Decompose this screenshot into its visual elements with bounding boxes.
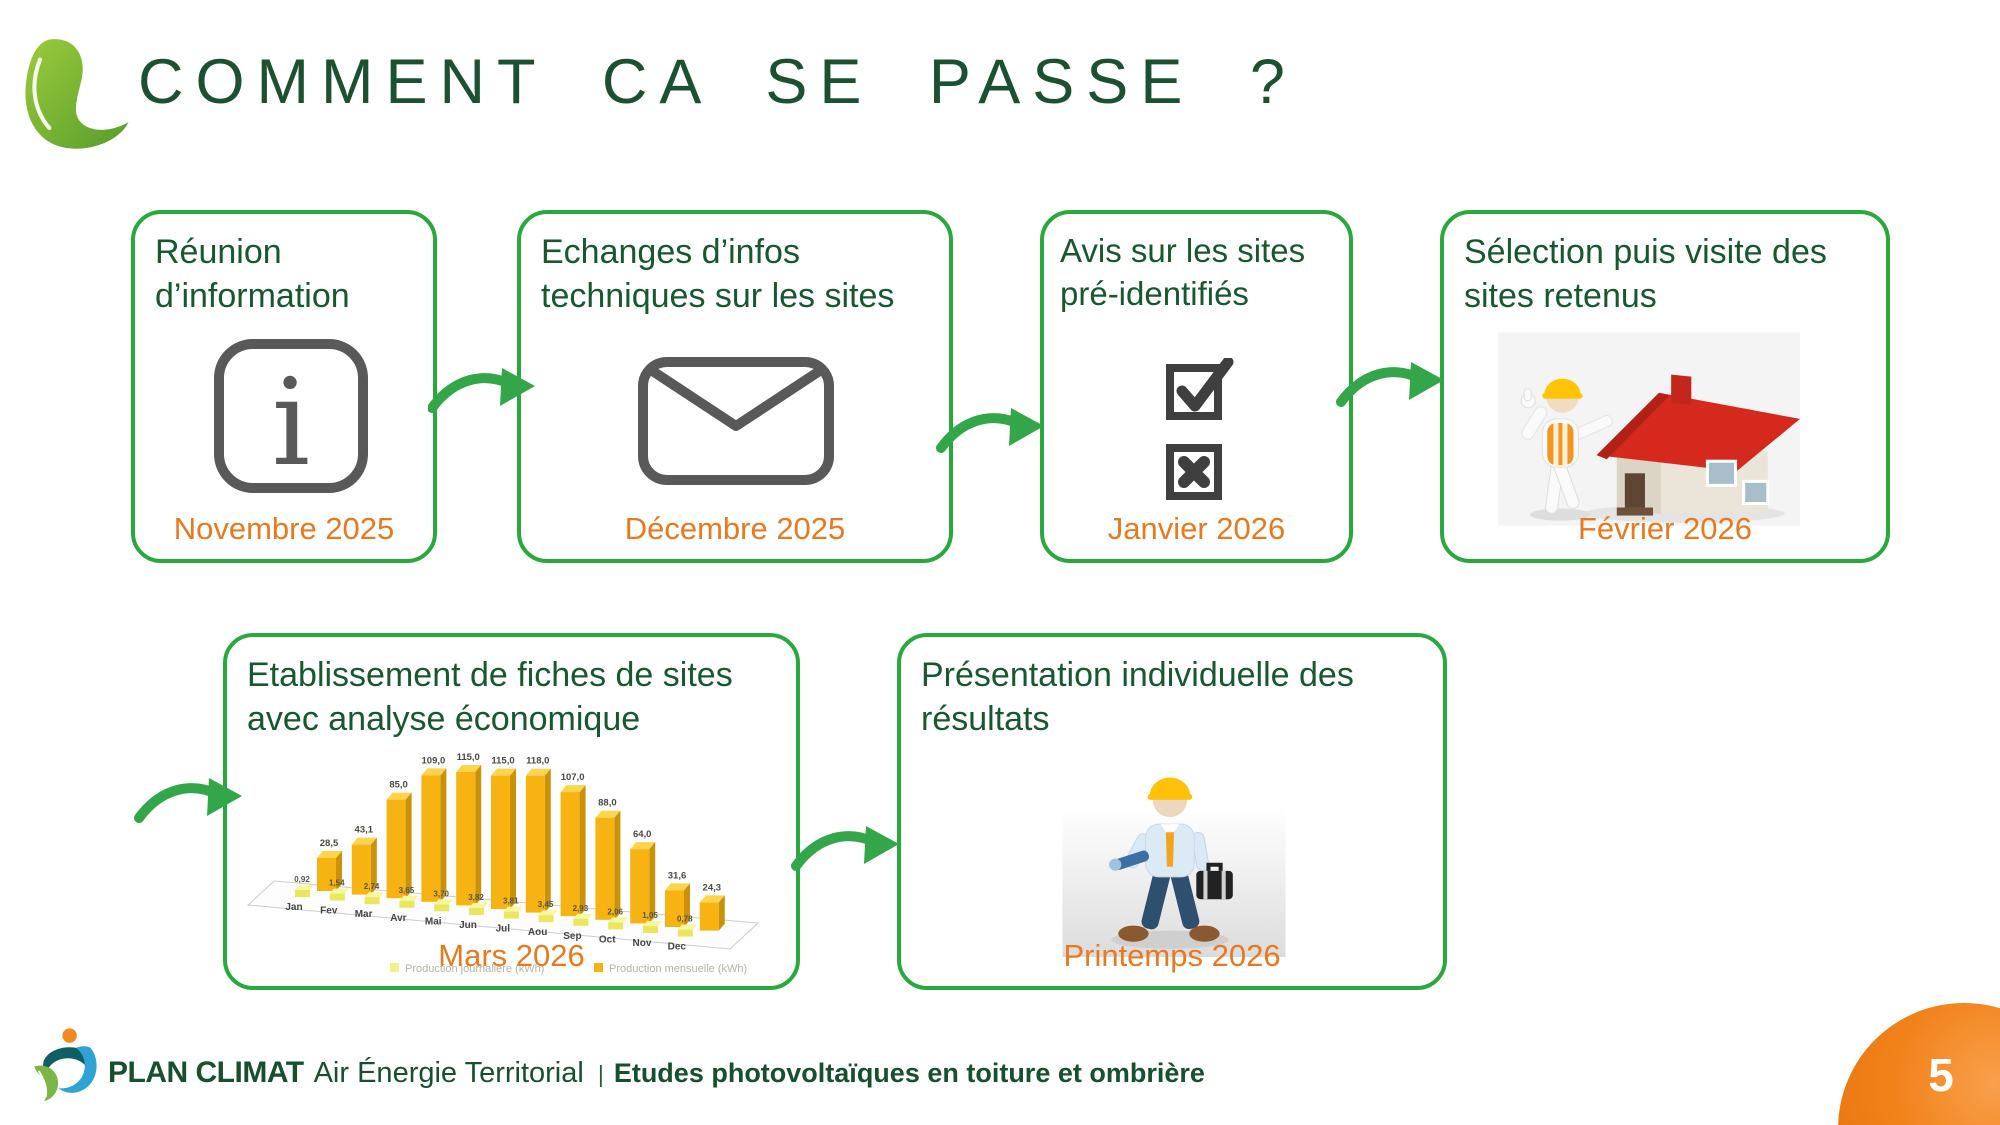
footer-bar: PLAN CLIMAT Air Énergie Territorial | Et… [108, 1056, 1205, 1100]
svg-text:115,0: 115,0 [491, 756, 514, 767]
flow-arrow-icon [428, 368, 535, 413]
svg-text:Jun: Jun [459, 920, 477, 931]
step-box-reunion: Réunion d’information i Novembre 2025 [131, 210, 437, 563]
checkbox-rejected-icon [1166, 444, 1222, 500]
step-title: Présentation individuelle des résultats [921, 656, 1354, 739]
step-box-echanges: Echanges d’infos techniques sur les site… [517, 210, 953, 563]
site-visit-illustration [1498, 332, 1800, 526]
svg-text:Fev: Fev [320, 906, 338, 917]
svg-text:Jul: Jul [496, 924, 511, 935]
svg-text:i: i [272, 354, 310, 493]
svg-text:Sep: Sep [563, 931, 581, 942]
presenter-illustration [1062, 777, 1286, 957]
leaf-logo [25, 39, 129, 149]
plan-climat-logo [34, 1028, 97, 1102]
svg-text:1,54: 1,54 [329, 879, 345, 888]
svg-text:3,70: 3,70 [433, 889, 449, 898]
svg-text:3,65: 3,65 [399, 886, 415, 895]
envelope-icon [638, 357, 834, 485]
svg-text:3,82: 3,82 [468, 893, 484, 902]
step-date: Novembre 2025 [173, 511, 395, 546]
flow-arrow-icon [791, 826, 899, 871]
svg-text:3,81: 3,81 [503, 897, 519, 906]
svg-text:2,93: 2,93 [573, 904, 589, 913]
svg-text:43,1: 43,1 [355, 825, 374, 836]
footer-brand-sub: Air Énergie Territorial [313, 1057, 584, 1089]
flow-arrow-icon [134, 778, 242, 823]
svg-text:0,92: 0,92 [294, 875, 310, 884]
step-box-avis: Avis sur les sites pré-identifiés Janvie… [1040, 210, 1353, 563]
step-date: Printemps 2026 [1063, 938, 1281, 973]
step-date: Mars 2026 [438, 938, 585, 973]
step-title: Sélection puis visite des sites retenus [1464, 233, 1827, 316]
svg-text:107,0: 107,0 [561, 772, 585, 783]
step-title: Echanges d’infos techniques sur les site… [541, 233, 895, 316]
svg-text:Mai: Mai [425, 916, 442, 927]
footer-brand: PLAN CLIMAT [108, 1056, 304, 1089]
svg-text:31,6: 31,6 [668, 870, 687, 881]
svg-text:Production journalière (kWh): Production journalière (kWh) [405, 963, 544, 975]
svg-text:109,0: 109,0 [422, 755, 446, 766]
svg-text:88,0: 88,0 [598, 798, 617, 809]
step-box-selection: Sélection puis visite des sites retenus [1440, 210, 1890, 563]
svg-text:2,06: 2,06 [607, 907, 623, 916]
svg-text:0,78: 0,78 [677, 915, 693, 924]
step-title: Etablissement de fiches de sites avec an… [247, 656, 733, 739]
step-date: Janvier 2026 [1107, 511, 1286, 546]
svg-text:28,5: 28,5 [320, 838, 339, 849]
info-icon: i [214, 339, 368, 493]
flow-arrow-icon [1336, 362, 1444, 407]
step-date: Décembre 2025 [624, 511, 846, 546]
svg-text:3,45: 3,45 [538, 900, 554, 909]
step-box-presentation: Présentation individuelle des résultats [897, 633, 1447, 990]
svg-text:Aou: Aou [528, 927, 547, 938]
bar-chart-illustration: 28,5 0,92 Jan 43,1 1,54 Fev 85,0 2,74 Mar 109,0 3,… [246, 752, 760, 975]
svg-text:Production mensuelle (kWh): Production mensuelle (kWh) [609, 963, 747, 975]
step-title: Réunion d’information [155, 233, 350, 316]
svg-text:Jan: Jan [285, 902, 302, 913]
svg-text:115,0: 115,0 [457, 752, 480, 763]
svg-text:Oct: Oct [599, 934, 616, 945]
step-date: Février 2026 [1577, 511, 1753, 546]
flow-arrow-icon [936, 408, 1044, 453]
svg-text:2,74: 2,74 [364, 882, 380, 891]
checkbox-checked-icon [1166, 358, 1234, 420]
svg-text:Dec: Dec [668, 942, 687, 953]
footer-subtitle: Etudes photovoltaïques en toiture et omb… [613, 1058, 1205, 1088]
svg-text:Mar: Mar [355, 909, 373, 920]
svg-text:64,0: 64,0 [633, 829, 652, 840]
step-box-fiches: Etablissement de fiches de sites avec an… [223, 633, 800, 990]
checkbox-icons [1166, 358, 1234, 500]
step-title: Avis sur les sites pré-identifiés [1060, 232, 1306, 312]
svg-text:Nov: Nov [633, 938, 652, 949]
svg-text:85,0: 85,0 [389, 780, 408, 791]
svg-text:118,0: 118,0 [526, 756, 549, 767]
footer-separator: | [597, 1061, 604, 1087]
page-title: COMMENT CA SE PASSE ? [138, 47, 1297, 117]
page-number: 5 [1928, 1049, 1954, 1101]
svg-text:24,3: 24,3 [703, 882, 722, 893]
svg-text:Avr: Avr [390, 913, 406, 924]
svg-text:1,05: 1,05 [642, 911, 658, 920]
